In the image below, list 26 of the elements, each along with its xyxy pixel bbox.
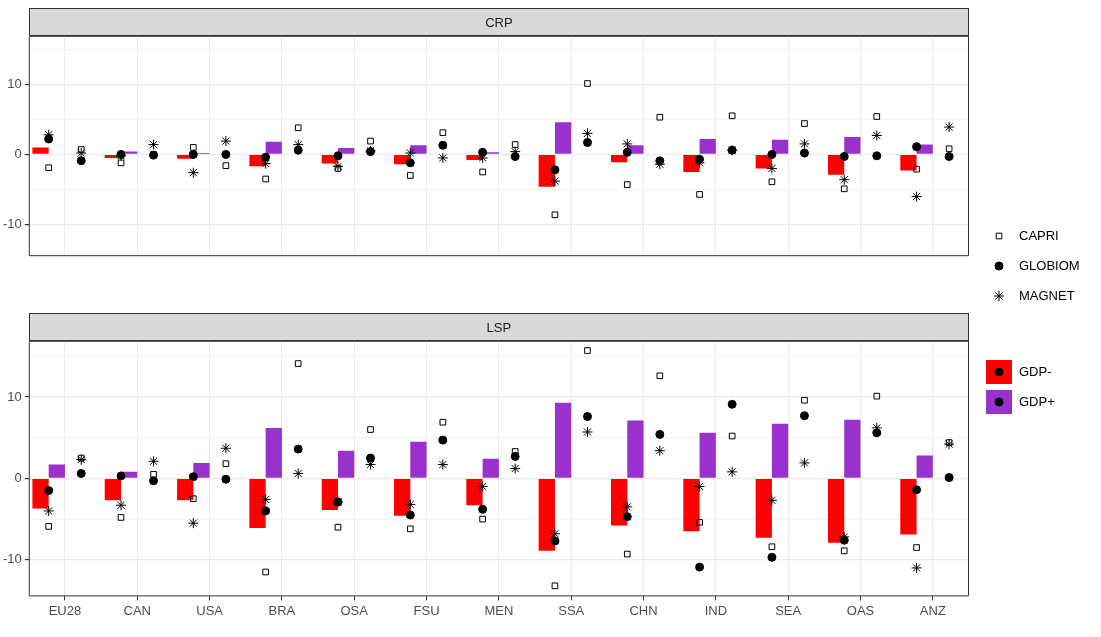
- x-tick-label: FSU: [413, 602, 440, 618]
- x-tick-label: IND: [704, 602, 728, 618]
- x-tick-label: OAS: [846, 602, 875, 618]
- chart-title: LSP: [28, 313, 969, 341]
- x-tick-label: USA: [196, 602, 224, 618]
- x-tick-label: EU28: [48, 602, 82, 618]
- legend-label: MAGNET: [1019, 288, 1075, 303]
- y-tick-label: 10: [7, 76, 22, 91]
- x-tick-label: ANZ: [919, 602, 946, 618]
- legend-label: CAPRI: [1019, 228, 1059, 243]
- x-tick-label: SSA: [558, 602, 585, 618]
- x-tick-label: CAN: [123, 602, 151, 618]
- y-tick-label: 0: [14, 146, 22, 162]
- x-tick-label: OSA: [340, 602, 369, 618]
- y-tick-label: 0: [14, 470, 22, 486]
- y-tick-label: -10: [2, 216, 22, 232]
- y-tick-label: -10: [2, 551, 22, 567]
- x-tick-label: MEN: [484, 602, 514, 618]
- x-tick-label: CHN: [629, 602, 658, 618]
- legend-label: GLOBIOM: [1019, 258, 1080, 273]
- x-tick-label: SEA: [775, 602, 802, 618]
- legend-label: GDP-: [1019, 364, 1052, 379]
- chart-title: CRP: [28, 8, 969, 36]
- legend-label: GDP+: [1019, 394, 1055, 409]
- y-tick-label: 10: [7, 388, 22, 404]
- x-tick-label: BRA: [268, 602, 296, 618]
